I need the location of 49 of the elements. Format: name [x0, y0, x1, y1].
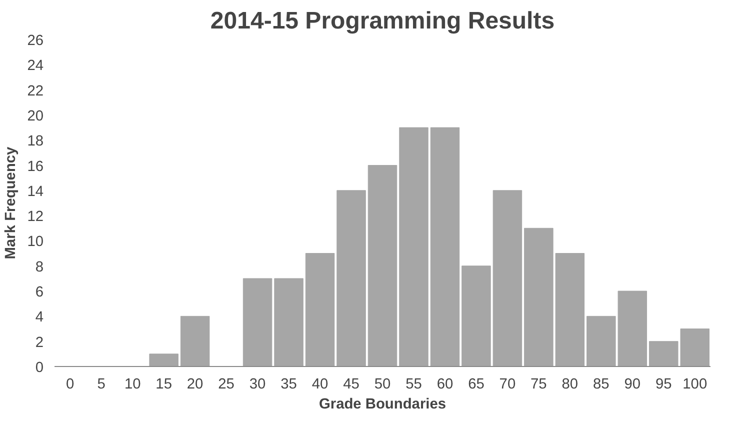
y-tick-label: 8	[35, 259, 44, 276]
y-tick-label: 2	[35, 334, 44, 351]
y-tick-label: 24	[27, 58, 44, 74]
x-tick-label: 60	[436, 376, 454, 392]
x-tick-label: 55	[406, 376, 422, 392]
y-tick-label: 18	[27, 134, 44, 150]
x-tick-label: 30	[249, 376, 266, 392]
bar	[368, 165, 398, 366]
x-tick-label: 5	[97, 376, 106, 392]
x-tick-label: 100	[682, 376, 708, 392]
y-tick-label: 0	[35, 360, 44, 376]
y-tick-label: 6	[35, 284, 44, 301]
bar	[399, 127, 428, 366]
chart-title: 2014-15 Programming Results	[210, 8, 555, 34]
y-tick-label: 22	[27, 83, 44, 100]
y-tick-label: 14	[27, 184, 44, 200]
x-tick-label: 20	[186, 376, 204, 392]
x-tick-label: 95	[655, 376, 672, 392]
bar	[430, 127, 460, 366]
x-tick-label: 45	[343, 376, 360, 392]
x-tick-label: 50	[374, 376, 391, 392]
x-tick-label: 80	[562, 376, 578, 392]
bar	[242, 278, 272, 366]
y-tick-label: 10	[27, 234, 44, 250]
x-tick-label: 25	[218, 376, 234, 392]
x-tick-label: 0	[66, 376, 74, 392]
y-tick-label: 26	[27, 33, 44, 49]
bar	[462, 266, 491, 366]
x-tick-label: 35	[280, 376, 297, 392]
x-tick-label: 65	[468, 376, 484, 392]
bar	[180, 316, 210, 366]
y-tick-label: 4	[35, 310, 44, 326]
x-tick-label: 85	[593, 376, 610, 392]
bar	[492, 190, 522, 366]
x-tick-label: 70	[499, 376, 516, 392]
x-axis-title: Grade Boundaries	[318, 396, 446, 412]
bar	[336, 190, 366, 366]
y-tick-label: 20	[27, 108, 44, 124]
y-axis-title: Mark Frequency	[3, 146, 20, 260]
bar	[305, 253, 335, 366]
x-tick-label: 90	[624, 376, 641, 392]
x-tick-label: 75	[530, 376, 547, 392]
bar	[149, 354, 178, 366]
x-tick-label: 15	[156, 376, 172, 392]
x-tick-label: 10	[124, 376, 141, 392]
y-tick-label: 16	[27, 158, 44, 175]
y-tick-label: 12	[27, 209, 44, 226]
x-tick-label: 40	[312, 376, 328, 392]
bar	[274, 278, 304, 366]
